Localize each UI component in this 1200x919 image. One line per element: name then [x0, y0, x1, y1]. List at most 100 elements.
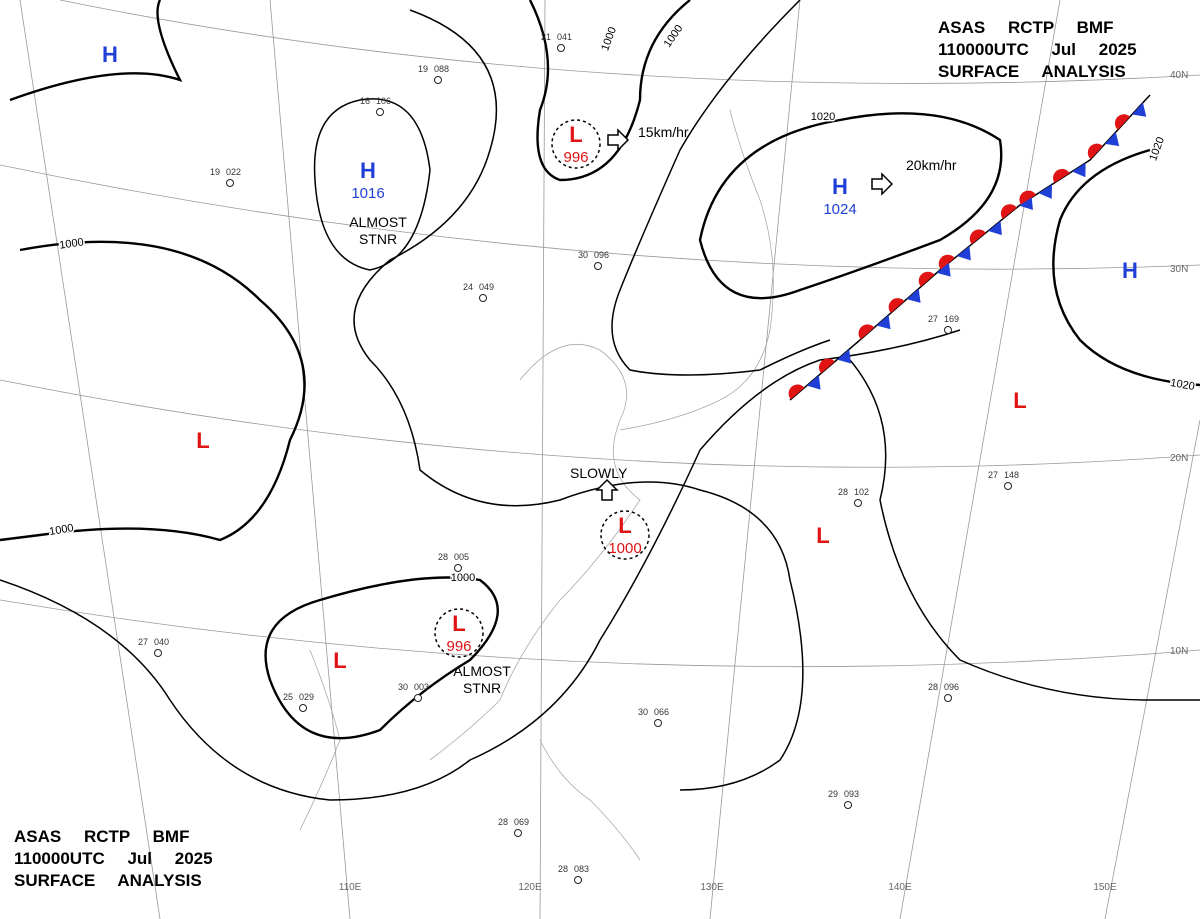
warm-front-bump — [938, 254, 955, 270]
parallel — [59, 0, 1200, 84]
motion-arrow — [607, 128, 630, 152]
labels: ASAS RCTP BMF 110000UTC Jul 2025 SURFACE A… — [14, 18, 1197, 893]
warm-front-bump — [918, 271, 935, 287]
station-pressure: 005 — [454, 552, 469, 562]
cold-front-barb — [1019, 195, 1033, 210]
station-pressure: 069 — [514, 817, 529, 827]
latitude-label: 20N — [1170, 453, 1188, 464]
stationary-front — [788, 94, 1151, 401]
system-symbol: H — [360, 158, 376, 183]
cold-front-barb — [876, 314, 891, 330]
station-pressure: 106 — [376, 96, 391, 106]
station-pressure: 040 — [154, 637, 169, 647]
station-temp: 30 — [578, 250, 588, 260]
station-circle — [844, 801, 852, 809]
station-temp: 28 — [498, 817, 508, 827]
system-symbol: H — [1122, 258, 1138, 283]
motion-arrow — [871, 172, 894, 196]
station-circle — [944, 694, 952, 702]
isobar-label: 1020 — [1169, 377, 1195, 393]
warm-front-bump — [788, 384, 805, 400]
meridian — [19, 0, 161, 919]
station-temp: 27 — [138, 637, 148, 647]
isobars — [0, 0, 1200, 801]
warm-front-bump — [858, 324, 875, 340]
header-line: 110000UTC Jul 2025 — [938, 40, 1137, 59]
system-pressure: 1024 — [823, 201, 856, 218]
system-pressure: 996 — [563, 149, 588, 166]
station-temp: 28 — [438, 552, 448, 562]
isobar — [313, 98, 431, 271]
station-pressure: 169 — [944, 314, 959, 324]
meridian — [539, 0, 546, 919]
system-symbol: L — [333, 648, 346, 673]
station-pressure: 088 — [434, 64, 449, 74]
station-circle — [454, 564, 462, 572]
coastline — [299, 649, 341, 831]
cold-front-barb — [806, 375, 821, 390]
isobar — [0, 329, 961, 801]
isobar — [353, 9, 804, 791]
system-symbol: L — [569, 122, 582, 147]
isobar — [264, 576, 499, 740]
station-circle — [514, 829, 522, 837]
station-temp: 27 — [928, 314, 938, 324]
station-circle — [226, 179, 234, 187]
station-pressure: 022 — [226, 167, 241, 177]
note: STNR — [463, 680, 501, 696]
header-line: SURFACE ANALYSIS — [14, 871, 202, 890]
warm-front-bump — [1114, 114, 1131, 130]
station-circle — [376, 108, 384, 116]
latitude-label: 40N — [1170, 70, 1188, 81]
station-temp: 16 — [360, 96, 370, 106]
system-symbol: L — [1013, 388, 1026, 413]
note: 20km/hr — [906, 157, 957, 173]
station-pressure: 096 — [944, 682, 959, 692]
header-line: ASAS RCTP BMF — [14, 827, 189, 846]
low-center-ring — [434, 608, 484, 658]
isobar-label: 1000 — [451, 572, 475, 584]
cold-front-barb — [1072, 162, 1086, 178]
system-symbol: L — [196, 428, 209, 453]
warm-front-bump — [1019, 190, 1036, 205]
warm-front-bump — [1053, 168, 1070, 183]
station-circle — [434, 76, 442, 84]
station-circle — [854, 499, 862, 507]
parallel — [0, 599, 1200, 668]
isobar — [611, 0, 831, 376]
station-pressure: 102 — [854, 487, 869, 497]
station-temp: 19 — [418, 64, 428, 74]
system-symbol: H — [832, 174, 848, 199]
system-symbol: L — [452, 611, 465, 636]
header-line: 110000UTC Jul 2025 — [14, 849, 213, 868]
station-circle — [944, 326, 952, 334]
station-pressure: 148 — [1004, 470, 1019, 480]
station-circle — [479, 294, 487, 302]
note: 15km/hr — [638, 124, 689, 140]
station-temp: 28 — [558, 864, 568, 874]
station-temp: 30 — [638, 707, 648, 717]
station-circle — [414, 694, 422, 702]
isobar — [698, 112, 1003, 300]
isobar-label: 1020 — [811, 111, 835, 123]
station-temp: 27 — [988, 470, 998, 480]
coastline — [429, 343, 641, 761]
cold-front-barb — [988, 220, 1002, 236]
station-temp: 28 — [838, 487, 848, 497]
coastline — [539, 739, 641, 861]
station-temp: 29 — [828, 789, 838, 799]
longitude-label: 130E — [700, 882, 724, 893]
station-pressure: 041 — [557, 32, 572, 42]
warm-front-bump — [1087, 143, 1103, 160]
cold-front-barb — [1104, 132, 1120, 147]
low-center-ring — [551, 119, 601, 169]
meridian — [899, 0, 1061, 919]
header-line: ASAS RCTP BMF — [938, 18, 1113, 37]
longitude-label: 110E — [339, 882, 362, 893]
warm-front-bump — [818, 358, 835, 374]
system-symbol: L — [816, 523, 829, 548]
parallel — [0, 164, 1200, 270]
station-pressure: 003 — [414, 682, 429, 692]
warm-front-bump — [1000, 204, 1017, 219]
